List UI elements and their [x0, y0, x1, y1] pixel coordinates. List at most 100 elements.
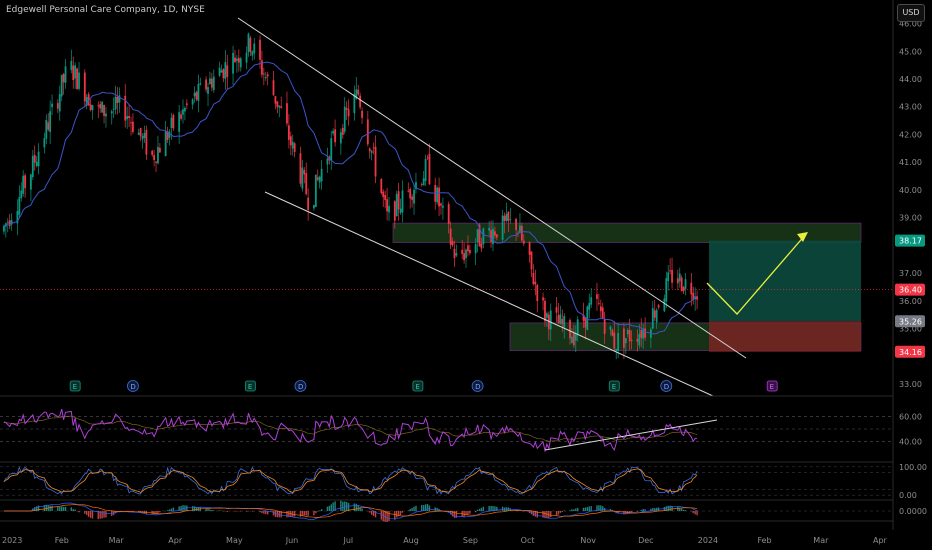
macd-histogram-bar — [434, 507, 436, 511]
candle — [561, 309, 564, 333]
candle — [696, 290, 698, 310]
macd-histogram-bar — [157, 511, 159, 514]
candle — [87, 92, 90, 106]
candle — [314, 174, 317, 208]
macd-histogram-bar — [397, 511, 400, 517]
candle — [388, 196, 390, 222]
candle-body — [415, 182, 417, 190]
candle — [313, 204, 315, 211]
macd-histogram-bar — [182, 505, 184, 511]
event-marker-label: E — [73, 383, 77, 391]
candle-body — [468, 249, 471, 254]
candle-body — [576, 319, 579, 334]
candle — [586, 305, 589, 331]
candle-body — [509, 219, 512, 221]
event-marker-box — [412, 380, 424, 392]
candle-body — [301, 167, 304, 189]
candle-body — [536, 284, 539, 302]
macd-histogram-bar — [168, 509, 171, 511]
candle — [359, 92, 362, 110]
x-tick-label: Mar — [813, 536, 829, 545]
candle — [455, 244, 458, 258]
candle-body — [3, 225, 5, 232]
candle — [667, 265, 670, 291]
candle-body — [332, 131, 335, 134]
macd-histogram-bar — [278, 511, 280, 518]
candle-body — [501, 215, 504, 240]
macd-histogram-bar — [105, 511, 107, 518]
candle — [83, 69, 86, 108]
macd-histogram-bar — [380, 511, 383, 520]
macd-histogram-bar — [474, 511, 477, 513]
macd-histogram-bar — [463, 511, 465, 517]
stoch-tick-label: 100.00 — [899, 463, 927, 472]
candle-body — [474, 244, 477, 254]
candle-body — [164, 131, 167, 157]
macd-histogram-bar — [399, 511, 402, 516]
earnings-event-icon: E — [69, 380, 81, 392]
candle — [339, 128, 342, 155]
candle — [519, 213, 521, 233]
candle — [305, 162, 308, 196]
candle — [542, 292, 544, 311]
candle-body — [571, 336, 573, 344]
candle-body — [547, 314, 550, 330]
macd-histogram-bar — [91, 511, 94, 519]
candle-body — [37, 151, 40, 167]
candle — [253, 37, 256, 60]
candle — [490, 220, 492, 248]
candle-body — [341, 127, 344, 135]
candle-body — [476, 229, 479, 242]
candle-body — [495, 234, 498, 238]
candle — [126, 106, 129, 129]
candle — [316, 169, 319, 182]
x-tick-label: Oct — [521, 536, 535, 545]
candle — [168, 128, 171, 146]
projection-arrowhead — [797, 232, 808, 242]
candle — [209, 71, 211, 85]
candle — [291, 134, 294, 156]
candle — [112, 97, 115, 119]
candle-body — [617, 332, 620, 352]
candle-body — [542, 297, 544, 301]
macd-histogram-bar — [586, 507, 589, 511]
macd-histogram-bar — [59, 506, 61, 511]
candle — [690, 272, 693, 307]
candle — [397, 182, 400, 221]
candle — [193, 86, 196, 103]
macd-histogram-bar — [87, 511, 90, 517]
dividend-event-icon: D — [127, 380, 139, 392]
candle — [301, 159, 304, 192]
price-badge — [895, 283, 925, 296]
event-marker-box — [608, 380, 620, 392]
candle — [303, 167, 306, 184]
price-tick-label: 42.00 — [899, 130, 922, 139]
candle — [236, 55, 238, 73]
candle — [262, 67, 265, 86]
candle-body — [62, 74, 65, 83]
candle — [384, 190, 387, 209]
candle — [557, 302, 560, 324]
candle — [415, 172, 417, 194]
candle — [468, 244, 471, 256]
candle-body — [261, 60, 263, 75]
candle — [180, 110, 182, 121]
macd-histogram-bar — [490, 505, 492, 511]
macd-histogram-bar — [413, 506, 415, 511]
candle-body — [139, 128, 142, 137]
candle — [247, 32, 250, 57]
candle-body — [124, 95, 127, 121]
axis-layer: 46.00 45.00 44.00 43.00 42.00 41.00 40.00 39.00… — [2, 20, 925, 545]
candle-body — [357, 89, 360, 95]
currency-button[interactable]: USD — [897, 4, 925, 22]
candle — [574, 325, 577, 352]
candle-body — [368, 148, 371, 152]
candle-body — [588, 303, 591, 310]
macd-histogram-bar — [355, 503, 357, 511]
candle — [590, 287, 593, 308]
candle — [334, 119, 337, 147]
candle-body — [262, 73, 265, 75]
candle-body — [465, 249, 467, 259]
candle-body — [572, 332, 575, 346]
